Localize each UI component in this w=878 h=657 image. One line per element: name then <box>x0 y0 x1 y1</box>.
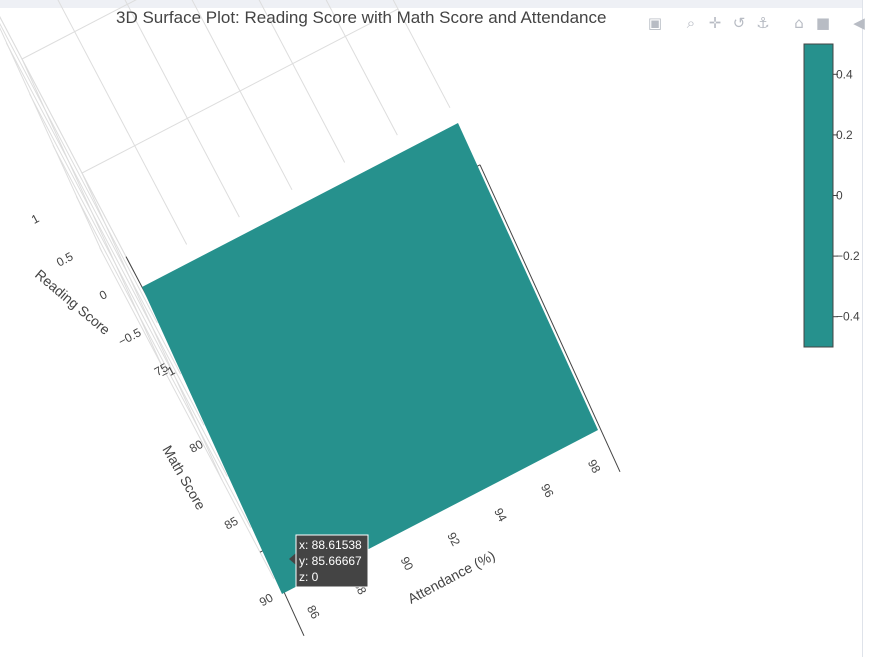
chart-title: 3D Surface Plot: Reading Score with Math… <box>116 8 607 27</box>
grid-line <box>99 247 275 580</box>
y-tick-label: 75 <box>152 360 171 379</box>
y-tick-label: 85 <box>222 514 241 533</box>
x-tick-label: 96 <box>538 481 557 500</box>
modebar: ▣ ⌕ ✛ ↺ ⚓ ⌂ ■ ◀ ▓ <box>644 12 878 34</box>
z-tick-label: 0.5 <box>54 249 76 269</box>
grid-line <box>57 0 188 245</box>
orbit-icon[interactable]: ↺ <box>732 14 746 32</box>
hover-box <box>295 534 369 588</box>
y-tick-label: 90 <box>257 590 276 609</box>
home-icon[interactable]: ⌂ <box>794 14 804 32</box>
toggle-spikelines-icon[interactable]: ◀ <box>853 14 865 32</box>
grid-line <box>52 144 228 477</box>
y-axis-title: Math Score <box>159 443 209 513</box>
grid-line <box>258 0 346 163</box>
colorbar-tick-label: −0.4 <box>836 310 860 324</box>
grid-line <box>0 22 158 324</box>
right-axis-line <box>479 164 621 473</box>
grid-line <box>0 27 103 253</box>
colorbar-tick-label: 0 <box>836 189 843 203</box>
top-strip <box>0 0 878 8</box>
turntable-icon[interactable]: ⚓ <box>756 14 770 32</box>
grid-line <box>0 16 135 273</box>
grid-line <box>392 0 451 109</box>
grid-line <box>81 8 399 481</box>
z-tick-label: −1 <box>159 363 178 382</box>
grid-line <box>124 0 240 218</box>
grid-line <box>29 93 205 426</box>
z-tick-label: 1 <box>29 211 42 227</box>
hover-pointer <box>289 553 296 565</box>
colorbar-fill <box>803 43 834 348</box>
camera-view-icon[interactable]: ■ <box>815 14 831 32</box>
z-tick-label: −0.5 <box>116 325 144 349</box>
pan-icon[interactable]: ✛ <box>708 14 722 32</box>
grid-line <box>5 42 182 375</box>
colorbar-tick-label: −0.2 <box>836 249 860 263</box>
hover-label: x: 88.61538 y: 85.66667 z: 0 <box>289 534 369 588</box>
zoom-icon[interactable]: ⌕ <box>686 14 696 32</box>
grid-line <box>191 0 293 191</box>
colorbar-tick-label: 0.2 <box>836 128 853 142</box>
camera-icon[interactable]: ▣ <box>647 14 663 32</box>
hover-x: x: 88.61538 <box>299 538 362 552</box>
colorbar: 0.4 0.2 0 −0.2 −0.4 <box>803 43 860 348</box>
x-tick-label: 92 <box>444 530 463 549</box>
grid-line <box>0 16 135 273</box>
x-axis-title: Attendance (%) <box>405 547 498 606</box>
y-tick-label: 80 <box>187 437 206 456</box>
x-tick-label: 94 <box>491 506 510 525</box>
grid-line <box>75 196 252 528</box>
hover-y: y: 85.66667 <box>299 554 362 568</box>
x-tick-label: 98 <box>585 457 604 476</box>
hover-z: z: 0 <box>299 570 319 584</box>
window-edge <box>862 0 878 657</box>
colorbar-tick-label: 0.4 <box>836 67 853 81</box>
plotly-logo-icon[interactable]: ▓ <box>872 12 878 34</box>
z-tick-label: 0 <box>97 287 110 303</box>
grid-line <box>325 0 398 136</box>
surface[interactable] <box>142 123 598 594</box>
colorbar-ticks: 0.4 0.2 0 −0.2 −0.4 <box>833 67 860 324</box>
grid-layer <box>0 0 451 580</box>
x-tick-label: 90 <box>398 554 417 573</box>
z-axis-title: Reading Score <box>32 266 113 338</box>
x-tick-label: 86 <box>304 603 323 622</box>
grid-line <box>21 0 163 367</box>
